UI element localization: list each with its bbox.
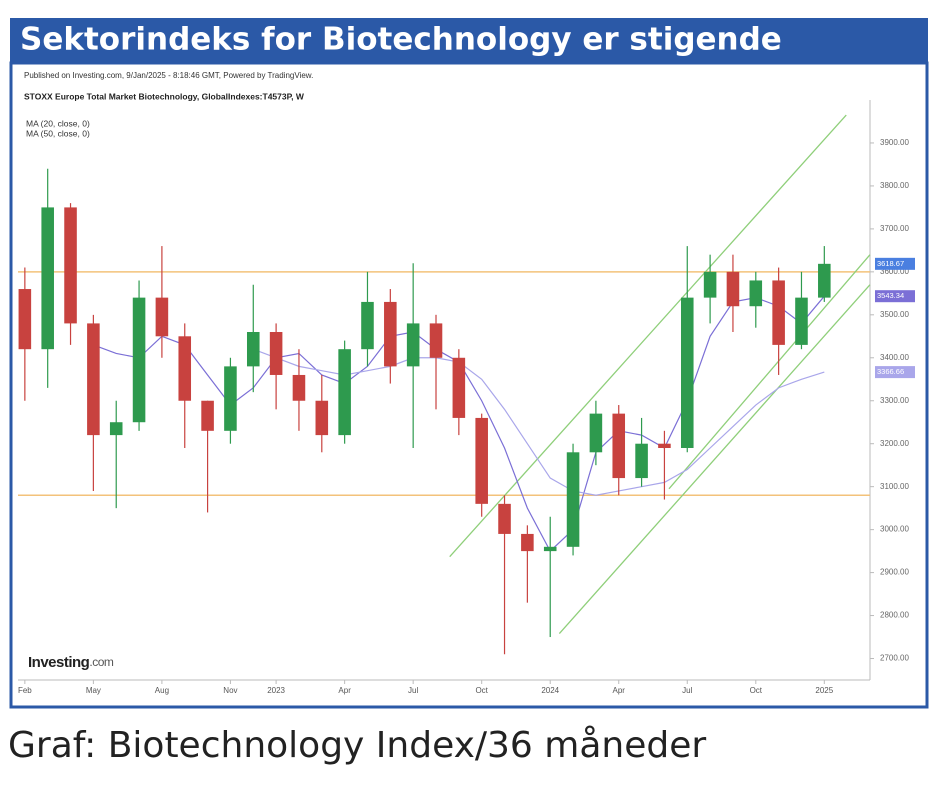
- y-tick-label: 3900.00: [880, 138, 909, 147]
- x-tick-label: May: [86, 686, 101, 695]
- candle-body: [224, 366, 237, 431]
- logo: Investing.com: [28, 654, 114, 671]
- legend-label: MA (50, close, 0): [26, 128, 90, 138]
- candle-body: [269, 332, 283, 375]
- x-tick-label: Apr: [338, 686, 351, 695]
- price-tag: [875, 366, 915, 379]
- candle-body: [384, 301, 397, 367]
- price-tag-label: 3543.34: [877, 291, 904, 300]
- candle-body: [406, 323, 420, 367]
- logo-suffix: .com: [89, 655, 114, 669]
- x-tick-label: Oct: [750, 686, 763, 695]
- chart-title: STOXX Europe Total Market Biotechnology,…: [24, 91, 305, 101]
- candle-body: [18, 289, 32, 350]
- price-tag-label: 3618.67: [877, 259, 904, 268]
- candle-body: [680, 297, 694, 448]
- y-tick-label: 3100.00: [880, 482, 909, 491]
- y-tick-label: 2800.00: [880, 611, 909, 620]
- y-tick-label: 3200.00: [880, 439, 909, 448]
- candle-body: [612, 413, 626, 479]
- x-tick-label: 2023: [267, 686, 285, 695]
- x-tick-label: Nov: [223, 686, 237, 695]
- price-tag: [875, 290, 915, 303]
- candle-body: [338, 349, 351, 436]
- candle-body: [521, 533, 534, 552]
- candle-body: [726, 271, 740, 307]
- y-tick-label: 3600.00: [880, 267, 909, 276]
- price-tag: [875, 257, 915, 270]
- candle-body: [429, 323, 443, 358]
- candle-body: [155, 297, 169, 337]
- chart-frame: [9, 61, 929, 709]
- y-tick-label: 3500.00: [880, 310, 909, 319]
- x-tick-label: 2025: [815, 686, 833, 695]
- candle-body: [818, 263, 831, 298]
- header-title: Sektorindeks for Biotechnology er stigen…: [20, 22, 782, 58]
- candle-body: [315, 400, 329, 436]
- trend-line: [558, 284, 871, 635]
- candle-body: [361, 301, 374, 350]
- logo-brand: Investing: [28, 654, 90, 671]
- y-tick-label: 2900.00: [880, 568, 909, 577]
- candle-body: [703, 271, 717, 298]
- candle-body: [475, 417, 488, 504]
- candle-body: [87, 323, 100, 436]
- candle-body: [772, 280, 785, 345]
- x-tick-label: Jul: [408, 686, 418, 695]
- candle-body: [109, 422, 123, 436]
- candle-body: [589, 413, 603, 453]
- header-bar: [10, 18, 928, 64]
- candle-body: [64, 207, 77, 324]
- y-tick-label: 2700.00: [880, 654, 909, 663]
- y-tick-label: 3300.00: [880, 396, 909, 405]
- candle-body: [795, 297, 808, 345]
- candle-body: [132, 297, 146, 423]
- trend-line: [668, 254, 871, 490]
- x-tick-label: Oct: [475, 686, 488, 695]
- candle-body: [246, 332, 260, 367]
- x-tick-label: Apr: [613, 686, 626, 695]
- caption: Graf: Biotechnology Index/36 måneder: [8, 725, 706, 766]
- candle-body: [452, 357, 466, 418]
- candle-body: [543, 546, 557, 552]
- x-tick-label: 2024: [541, 686, 559, 695]
- candle-body: [498, 503, 511, 534]
- candle-body: [201, 400, 214, 431]
- legend-label: MA (20, close, 0): [26, 118, 90, 128]
- y-tick-label: 3400.00: [880, 353, 909, 362]
- candle-body: [41, 207, 54, 350]
- candle-body: [566, 452, 580, 547]
- candle-body: [749, 280, 763, 307]
- y-tick-label: 3800.00: [880, 181, 909, 190]
- source-note: Published on Investing.com, 9/Jan/2025 -…: [24, 71, 313, 80]
- candle-body: [635, 443, 648, 479]
- candle-body: [292, 374, 306, 401]
- candle-body: [658, 443, 671, 448]
- y-tick-label: 3700.00: [880, 224, 909, 233]
- candle-body: [178, 336, 192, 401]
- x-tick-label: Feb: [18, 686, 32, 695]
- trend-line: [449, 114, 847, 558]
- x-tick-label: Aug: [155, 686, 169, 695]
- y-tick-label: 3000.00: [880, 525, 909, 534]
- x-tick-label: Jul: [682, 686, 692, 695]
- price-tag-label: 3366.66: [877, 367, 904, 376]
